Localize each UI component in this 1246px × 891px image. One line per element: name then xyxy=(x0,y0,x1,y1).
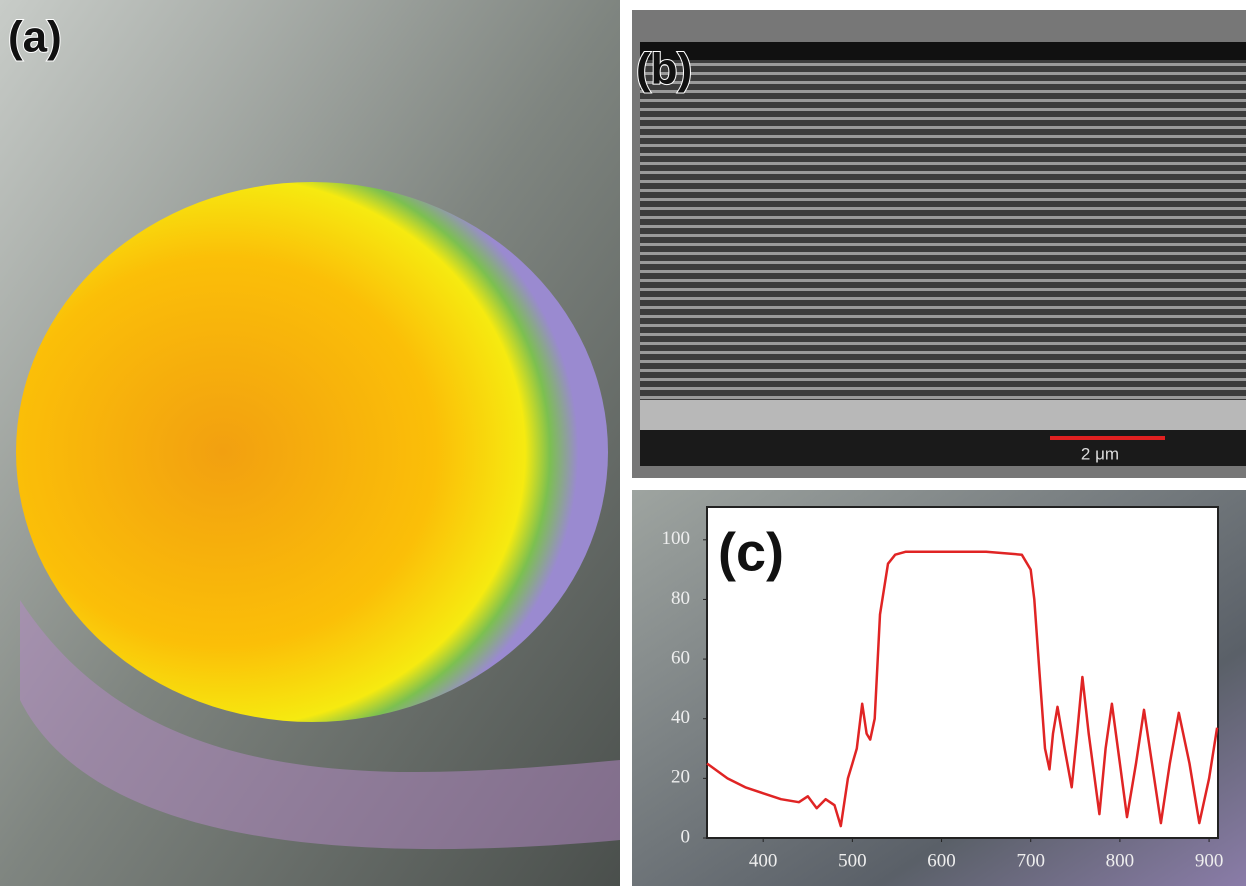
figure: (a) 2 μm (b) (c) 0 20 40 60 80 100 400 500 600 70… xyxy=(0,0,1246,886)
panel-a: (a) xyxy=(0,0,620,886)
x-tick-label: 600 xyxy=(927,850,956,871)
panel-label: (b) xyxy=(636,45,692,94)
scale-bar-label: 2 μm xyxy=(1081,444,1119,463)
x-tick-label: 900 xyxy=(1195,850,1224,871)
x-tick-label: 500 xyxy=(838,850,867,871)
y-tick-label: 80 xyxy=(671,588,690,609)
top-layer xyxy=(640,42,1246,60)
y-tick-label: 20 xyxy=(671,767,690,788)
x-tick-label: 800 xyxy=(1106,850,1135,871)
bottom-layer xyxy=(640,430,1246,466)
y-tick-label: 60 xyxy=(671,647,690,668)
x-tick-label: 700 xyxy=(1016,850,1045,871)
substrate-edge xyxy=(640,400,1246,430)
y-tick-label: 100 xyxy=(662,528,691,549)
sample-disc xyxy=(16,182,608,722)
panel-c: (c) 0 20 40 60 80 100 400 500 600 700 800 900 xyxy=(632,490,1246,886)
y-tick-label: 40 xyxy=(671,707,690,728)
chart-title: (c) xyxy=(718,522,784,582)
x-tick-label: 400 xyxy=(749,850,778,871)
multilayer xyxy=(640,60,1246,400)
panel-label: (a) xyxy=(8,13,62,62)
panel-b: 2 μm (b) xyxy=(632,10,1246,478)
y-tick-label: 0 xyxy=(681,826,691,847)
